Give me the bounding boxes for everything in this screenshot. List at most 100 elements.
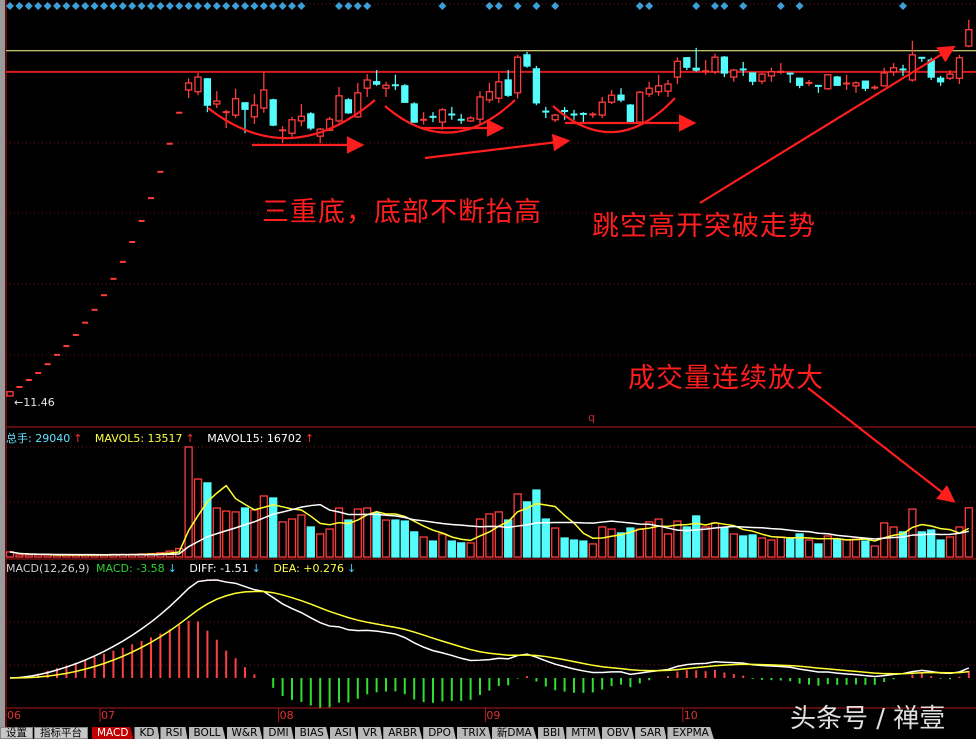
- candle-up: [889, 67, 898, 73]
- signal-diamond: [363, 2, 372, 10]
- tab-bbi[interactable]: BBI: [537, 727, 566, 739]
- volume-bar: [363, 507, 372, 558]
- signal-diamond: [156, 2, 165, 10]
- volume-bar: [851, 538, 861, 558]
- tab-vr[interactable]: VR: [357, 727, 383, 739]
- candle-up: [260, 89, 268, 109]
- tab-dma[interactable]: 新DMA: [491, 727, 537, 739]
- candle-up: [730, 69, 738, 78]
- volume-bar: [936, 539, 945, 558]
- signal-diamond: [6, 2, 14, 10]
- macd-header: MACD(12,26,9) MACD: -3.58 ↓ DIFF: -1.51 ↓ …: [6, 562, 359, 575]
- candle-up: [607, 94, 616, 103]
- candle-down: [401, 85, 409, 103]
- candle-up: [636, 91, 644, 123]
- volume-bar: [673, 520, 682, 558]
- volume-bar: [381, 519, 391, 558]
- dea-value: DEA: +0.276: [273, 562, 344, 575]
- signal-diamond: [288, 2, 296, 10]
- indicator-platform-button[interactable]: 指标平台: [34, 727, 88, 739]
- volume-bar: [579, 540, 588, 558]
- signal-diamond: [532, 2, 541, 10]
- candle-down: [795, 77, 804, 86]
- tab-mtm[interactable]: MTM: [566, 727, 601, 739]
- signal-diamond: [62, 2, 71, 10]
- candle-up: [824, 74, 832, 90]
- volume-bar: [428, 540, 438, 558]
- candle-up: [213, 100, 221, 105]
- candle-up: [551, 114, 559, 121]
- tab-expma[interactable]: EXPMA: [667, 727, 714, 739]
- volume-bar: [767, 539, 776, 558]
- tab-wr[interactable]: W&R: [226, 727, 263, 739]
- candle-up: [598, 101, 606, 116]
- volume-bar: [560, 537, 569, 558]
- dea-down-arrow-icon: ↓: [346, 562, 357, 575]
- tab-sar[interactable]: SAR: [635, 727, 667, 739]
- left-scroll-strip[interactable]: [0, 0, 5, 727]
- candle-down: [344, 99, 353, 114]
- signal-diamond: [241, 2, 249, 10]
- signal-diamond: [137, 2, 146, 10]
- signal-diamond: [118, 2, 127, 10]
- volume-bar: [701, 526, 710, 558]
- tab-kd[interactable]: KD: [134, 727, 160, 739]
- tab-boll[interactable]: BOLL: [188, 727, 226, 739]
- tab-asi[interactable]: ASI: [329, 727, 357, 739]
- date-label: 06: [7, 709, 21, 722]
- signal-diamond: [551, 2, 560, 10]
- tab-bias[interactable]: BIAS: [294, 727, 329, 739]
- settings-button[interactable]: 设置: [0, 727, 33, 739]
- tab-macd[interactable]: MACD: [92, 727, 134, 739]
- bottom-arc-2: [384, 99, 516, 134]
- tab-obv[interactable]: OBV: [601, 727, 635, 739]
- candle-down: [307, 113, 315, 129]
- candle-up: [852, 82, 860, 87]
- volume-bar: [607, 528, 616, 558]
- volume-bar: [504, 519, 513, 558]
- volume-bar: [522, 501, 532, 558]
- volume-bar: [645, 521, 654, 558]
- volume-bar: [898, 531, 908, 558]
- date-label: 08: [279, 709, 294, 722]
- volume-bar: [823, 535, 832, 558]
- volume-bar: [720, 527, 729, 558]
- tab-dpo[interactable]: DPO: [423, 727, 456, 739]
- tab-dmi[interactable]: DMI: [263, 727, 294, 739]
- signal-diamond: [739, 2, 748, 10]
- tab-arbr[interactable]: ARBR: [383, 727, 423, 739]
- tab-trix[interactable]: TRIX: [456, 727, 491, 739]
- volume-bar: [344, 519, 353, 558]
- volume-bar: [306, 526, 315, 558]
- candle-down: [626, 104, 635, 123]
- signal-diamond: [147, 2, 155, 10]
- volume-bar: [786, 538, 795, 558]
- volume-bar: [325, 528, 334, 558]
- volume-bar: [833, 538, 842, 558]
- volume-bar: [541, 518, 550, 558]
- volume-bar: [240, 507, 250, 558]
- mavol15-line: [9, 503, 969, 556]
- candle-up: [645, 87, 653, 95]
- candle-up: [194, 76, 202, 93]
- tab-rsi[interactable]: RSI: [160, 727, 188, 739]
- diff-line: [9, 579, 970, 679]
- volume-bar: [889, 526, 898, 558]
- signal-diamond: [128, 2, 137, 10]
- volume-bar: [334, 507, 344, 558]
- signal-diamond: [34, 2, 43, 10]
- total-volume: 总手: 29040: [6, 432, 71, 445]
- candle-up: [466, 117, 475, 122]
- candle-down: [532, 68, 541, 104]
- candle-up: [297, 115, 306, 122]
- gap-breakout-annotation: 跳空高开突破走势: [592, 211, 816, 242]
- candle-up: [476, 96, 484, 120]
- candle-up: [955, 57, 964, 79]
- rising-bottoms-arrow: [424, 133, 571, 160]
- candle-up: [711, 56, 719, 73]
- volume-bar: [259, 495, 268, 558]
- volume-bar: [485, 513, 494, 558]
- candle-up: [673, 60, 682, 78]
- signal-diamond: [635, 2, 644, 10]
- volume-bar: [353, 508, 362, 558]
